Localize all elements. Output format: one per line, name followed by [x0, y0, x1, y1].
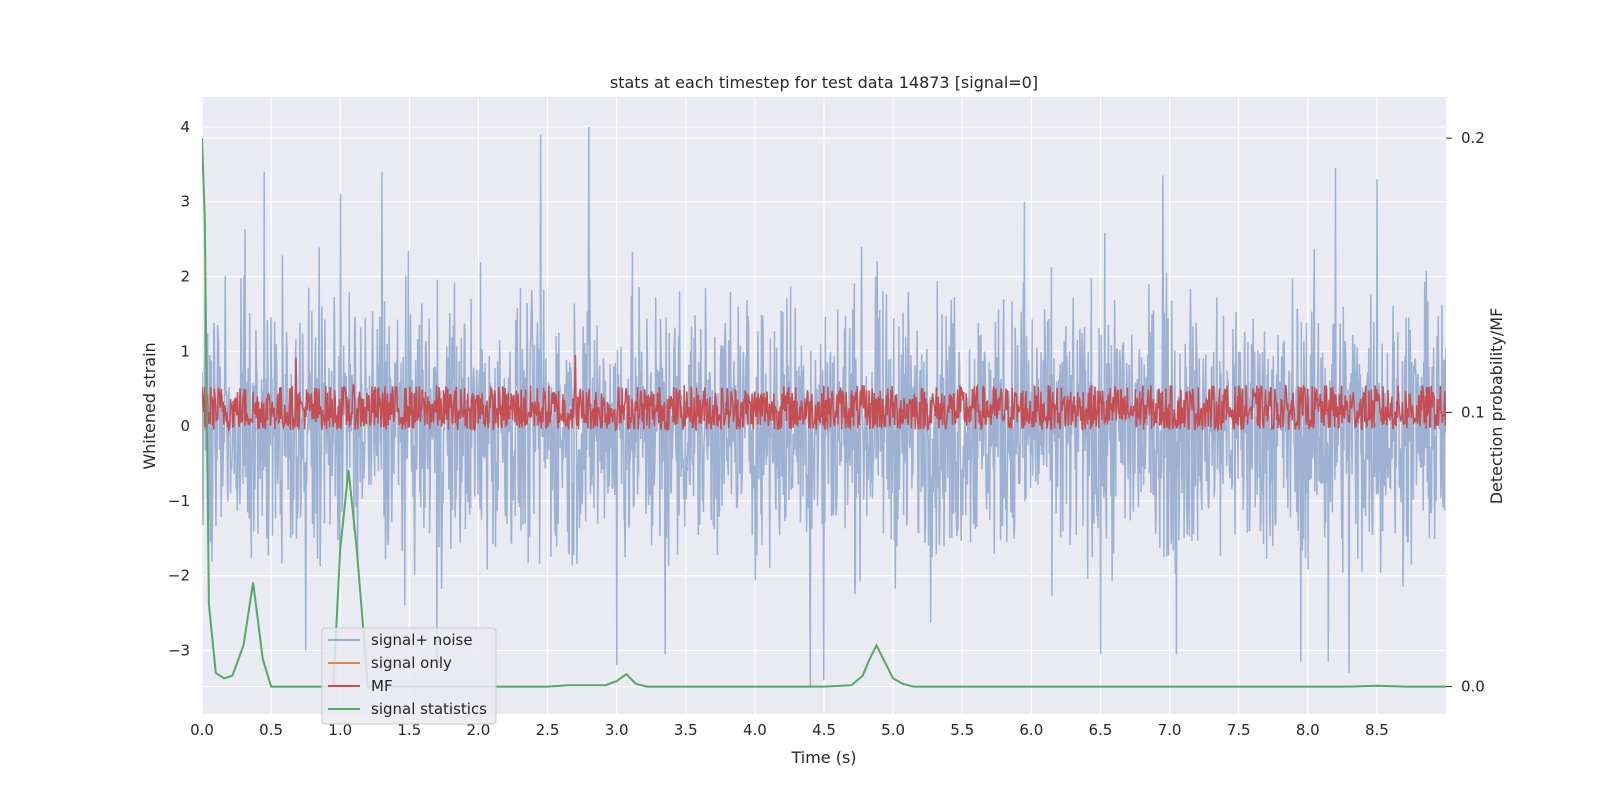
- legend-label-signal-only: signal only: [371, 654, 452, 672]
- x-tick-label: 4.0: [743, 721, 767, 739]
- legend-box: [321, 627, 497, 725]
- legend-label-mf: MF: [371, 677, 393, 695]
- tick-layer: 0.0 0.5 1.0 1.5 2.0 2.5 3.0 3.5 4.0 4.5 5.0 5.5 6.0 6…: [168, 118, 1485, 739]
- x-tick-label: 2.5: [536, 721, 560, 739]
- y-tick-label: −3: [168, 641, 190, 659]
- y-tick-label: 4: [180, 118, 190, 136]
- series-mf-line: [202, 354, 1446, 433]
- y2-tick-label: 0.0: [1461, 678, 1485, 696]
- y-axis-label: Whitened strain: [140, 342, 159, 469]
- x-tick-label: 3.5: [674, 721, 698, 739]
- legend-label-signal-noise: signal+ noise: [371, 631, 473, 649]
- y2-tick-label: 0.1: [1461, 403, 1485, 421]
- x-tick-label: 7.5: [1227, 721, 1251, 739]
- x-tick-label: 5.0: [881, 721, 905, 739]
- legend-label-signal-statistics: signal statistics: [371, 700, 487, 718]
- x-tick-label: 6.5: [1089, 721, 1113, 739]
- series-signal-statistics-line: [202, 138, 1446, 688]
- x-tick-label: 0.0: [190, 721, 214, 739]
- x-tick-label: 8.5: [1365, 721, 1389, 739]
- y-tick-label: 3: [180, 193, 190, 211]
- x-tick-label: 0.5: [259, 721, 283, 739]
- chart-title: stats at each timestep for test data 148…: [610, 73, 1038, 92]
- legend: signal+ noise signal only MF signal stat…: [321, 627, 497, 725]
- x-axis-label: Time (s): [790, 748, 856, 767]
- y-tick-label: −2: [168, 567, 190, 585]
- y2-tick-label: 0.2: [1461, 129, 1485, 147]
- x-tick-label: 6.0: [1019, 721, 1043, 739]
- x-tick-label: 7.0: [1158, 721, 1182, 739]
- series-layer: [202, 126, 1446, 688]
- x-tick-label: 8.0: [1296, 721, 1320, 739]
- y-tick-label: −1: [168, 492, 190, 510]
- y-tick-label: 1: [180, 342, 190, 360]
- x-tick-label: 4.5: [812, 721, 836, 739]
- y2-axis-label: Detection probability/MF: [1487, 308, 1506, 505]
- y-tick-label: 0: [180, 417, 190, 435]
- x-tick-label: 1.0: [328, 721, 352, 739]
- x-tick-label: 1.5: [397, 721, 421, 739]
- x-tick-label: 5.5: [950, 721, 974, 739]
- y-tick-label: 2: [180, 267, 190, 285]
- x-tick-label: 3.0: [605, 721, 629, 739]
- x-tick-label: 2.0: [467, 721, 491, 739]
